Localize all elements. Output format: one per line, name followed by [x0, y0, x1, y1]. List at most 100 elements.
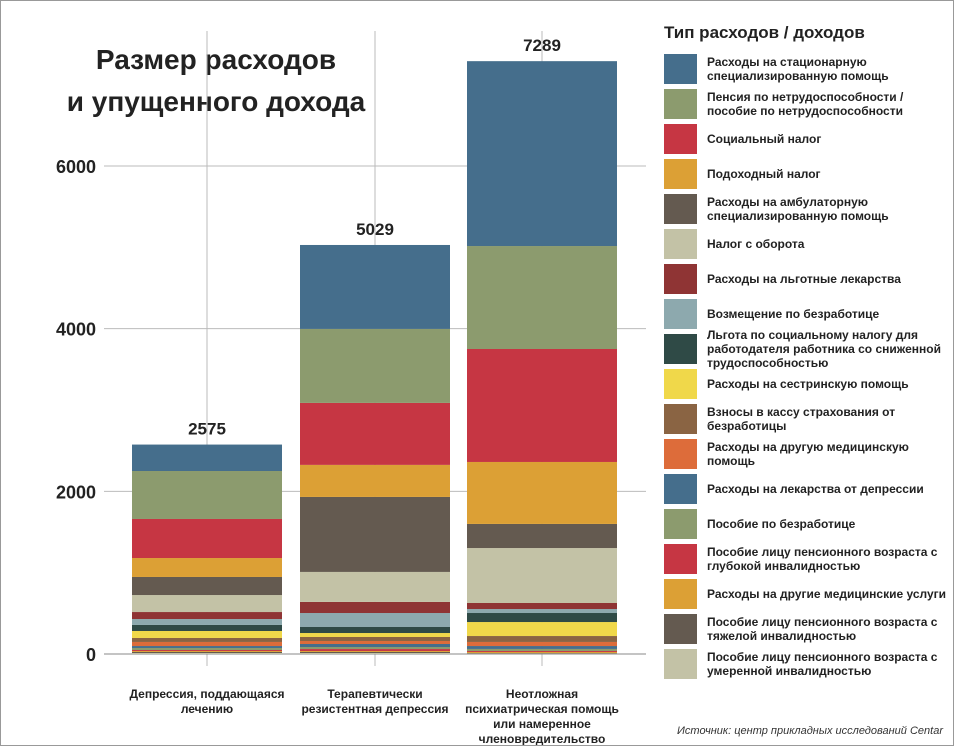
legend-label: Подоходный налог — [707, 166, 821, 181]
bar-segment — [132, 650, 282, 652]
bar-segment — [300, 328, 450, 403]
x-tick-label: Депрессия, поддающаяся лечению — [129, 687, 285, 716]
legend-label: Расходы на другую медицинскую помощь — [707, 439, 909, 468]
bar-segment — [300, 649, 450, 651]
bar-segment — [300, 496, 450, 572]
legend-swatch — [664, 508, 697, 539]
bar-segment — [300, 613, 450, 627]
legend-label: Льгота по социальному налогу для работод… — [707, 327, 941, 370]
total-label: 2575 — [188, 420, 226, 439]
legend-label: Социальный налог — [707, 131, 822, 146]
bar-segment — [467, 523, 617, 549]
bar-segment — [132, 647, 282, 651]
bar-segment — [300, 643, 450, 648]
legend-title: Тип расходов / доходов — [664, 23, 865, 42]
bar-segment — [467, 61, 617, 247]
legend-swatch — [664, 613, 697, 644]
legend-label: Взносы в кассу страхования от безработиц… — [707, 404, 896, 433]
legend-item: Расходы на другие медицинские услуги — [664, 576, 949, 611]
bar-segment — [300, 650, 450, 652]
bar-segment — [467, 461, 617, 524]
bar-segment — [132, 651, 282, 654]
bar-segment — [132, 471, 282, 519]
bar-segment — [300, 571, 450, 602]
legend-label: Расходы на сестринскую помощь — [707, 376, 909, 391]
bar-segment — [467, 349, 617, 462]
legend-swatch — [664, 158, 697, 189]
bar-segment — [467, 651, 617, 654]
legend-swatch — [664, 298, 697, 329]
x-tick-label: Неотложная психиатрическая помощь или на… — [465, 687, 619, 746]
y-tick-label: 4000 — [56, 320, 96, 340]
bar-segment — [300, 647, 450, 650]
legend-label: Пособие по безработице — [707, 516, 856, 531]
legend-item: Подоходный налог — [664, 156, 949, 191]
legend-swatch — [664, 578, 697, 609]
bar-segment — [300, 601, 450, 614]
legend-label: Расходы на амбулаторную специализированн… — [707, 194, 889, 223]
legend-item: Взносы в кассу страхования от безработиц… — [664, 401, 949, 436]
bar-segment — [467, 609, 617, 614]
bar-segment — [132, 595, 282, 613]
bar-segment — [467, 613, 617, 623]
legend-item: Пенсия по нетрудоспособности / пособие п… — [664, 86, 949, 121]
bar-segment — [300, 653, 450, 654]
bar-segment — [300, 633, 450, 638]
legend-swatch — [664, 193, 697, 224]
legend-item: Пособие лицу пенсионного возраста с умер… — [664, 646, 949, 681]
x-tick-label: Терапевтически резистентная депрессия — [301, 687, 449, 716]
legend-label: Пособие лицу пенсионного возраста с глуб… — [707, 544, 938, 573]
bar-segment — [132, 624, 282, 631]
bar-segment — [467, 648, 617, 651]
legend-label: Пенсия по нетрудоспособности / пособие п… — [707, 89, 904, 118]
legend-swatch — [664, 228, 697, 259]
legend-label: Пособие лицу пенсионного возраста с тяже… — [707, 614, 938, 643]
legend-item: Налог с оборота — [664, 226, 949, 261]
legend-label: Пособие лицу пенсионного возраста с умер… — [707, 649, 938, 678]
bar-segment — [467, 622, 617, 637]
legend-swatch — [664, 53, 697, 84]
bar-segment — [132, 558, 282, 577]
bar-segment — [132, 612, 282, 620]
legend-item: Расходы на льготные лекарства — [664, 261, 949, 296]
legend-swatch — [664, 333, 697, 364]
bar-segment — [300, 402, 450, 465]
bar-segment — [132, 518, 282, 559]
total-label: 5029 — [356, 220, 394, 239]
bar-segment — [300, 626, 450, 634]
bar-segment — [132, 653, 282, 654]
legend-item: Пособие лицу пенсионного возраста с глуб… — [664, 541, 949, 576]
chart-title: Размер расходов — [96, 44, 336, 75]
bar-segment — [132, 630, 282, 638]
legend-swatch — [664, 368, 697, 399]
legend-label: Расходы на стационарную специализированн… — [707, 54, 889, 83]
legend-item: Расходы на амбулаторную специализированн… — [664, 191, 949, 226]
legend-swatch — [664, 403, 697, 434]
bar-segment — [300, 637, 450, 641]
total-label: 7289 — [523, 36, 561, 55]
source: Источник: центр прикладных исследований … — [677, 725, 943, 737]
bar-segment — [467, 603, 617, 610]
bar-segment — [467, 548, 617, 604]
legend-swatch — [664, 648, 697, 679]
legend-item: Льгота по социальному налогу для работод… — [664, 328, 949, 370]
bar-segment — [132, 646, 282, 648]
legend-label: Налог с оборота — [707, 236, 805, 251]
legend-item: Расходы на стационарную специализированн… — [664, 51, 949, 86]
bar-segment — [132, 650, 282, 651]
legend-item: Расходы на лекарства от депрессии — [664, 471, 949, 506]
legend: Тип расходов / доходов Расходы на стацио… — [664, 23, 949, 681]
chart-title: и упущенного дохода — [67, 86, 366, 117]
bar-segment — [300, 244, 450, 329]
legend-swatch — [664, 438, 697, 469]
legend-swatch — [664, 543, 697, 574]
bar-segment — [467, 246, 617, 349]
legend-item: Социальный налог — [664, 121, 949, 156]
legend-swatch — [664, 88, 697, 119]
y-tick-label: 2000 — [56, 482, 96, 502]
legend-item: Пособие лицу пенсионного возраста с тяже… — [664, 611, 949, 646]
legend-item: Расходы на другую медицинскую помощь — [664, 436, 949, 471]
bar-segment — [467, 650, 617, 652]
